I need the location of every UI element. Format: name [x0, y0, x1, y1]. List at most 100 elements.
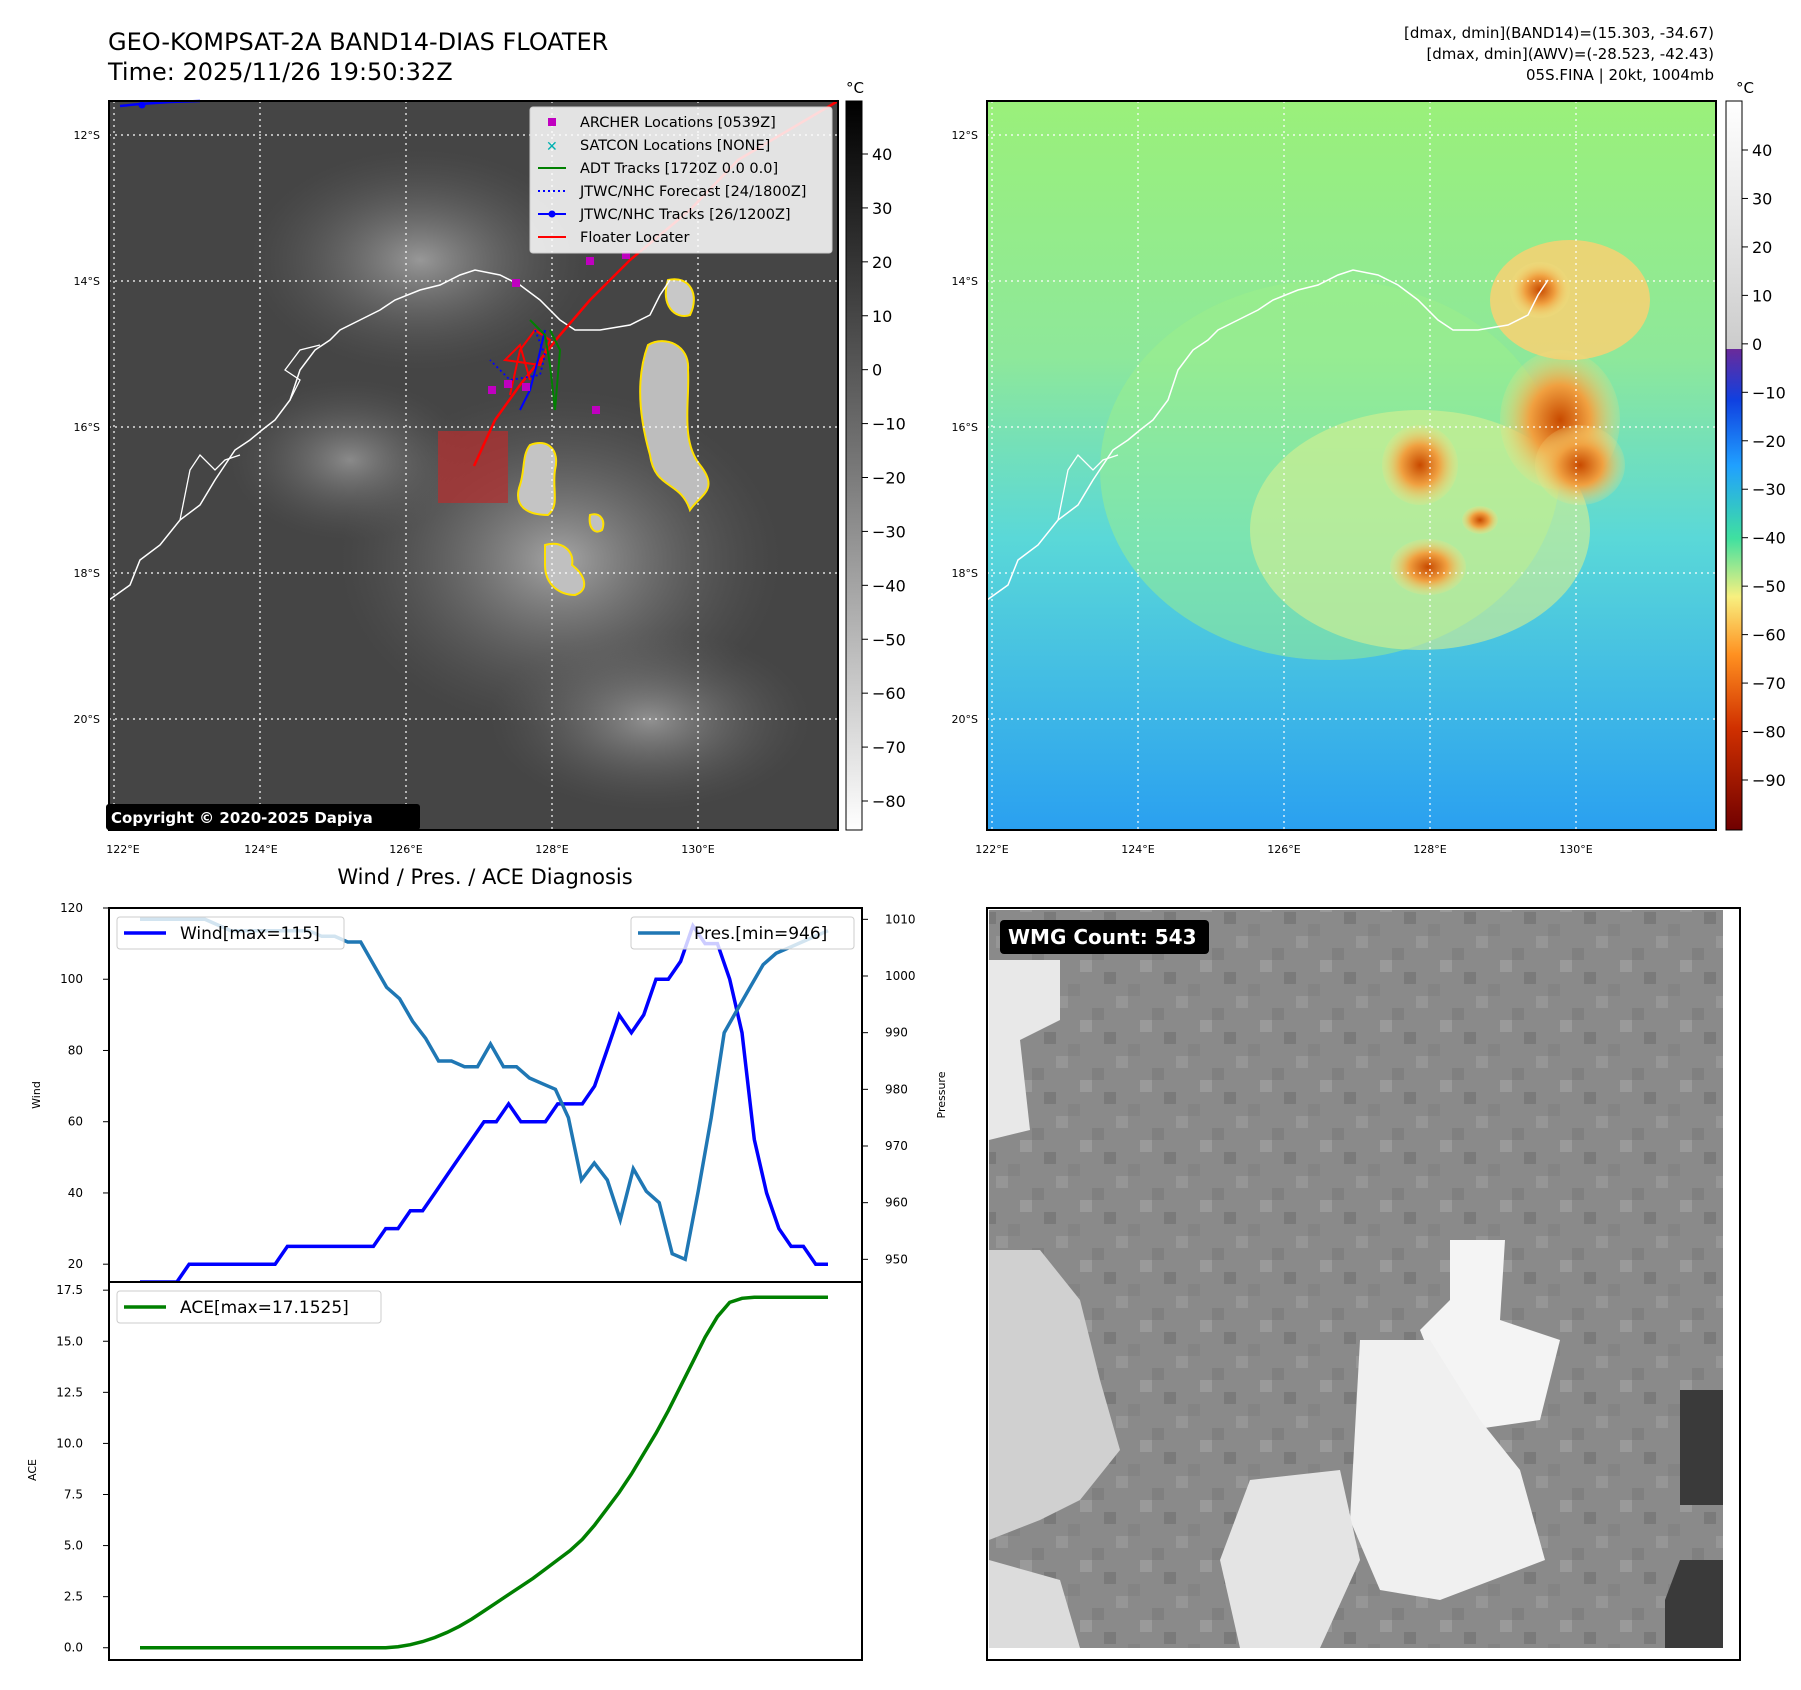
ir-convective-core: [588, 513, 605, 533]
lat-label: 12°S: [74, 129, 100, 142]
color-coastline: [1057, 453, 1119, 521]
ace-plot-frame: [108, 1281, 863, 1661]
wind-legend-label: Wind[max=115]: [180, 924, 320, 944]
legend-archer-marker: [548, 118, 556, 126]
adt-track: [529, 319, 562, 411]
lat-label: 12°S: [952, 129, 978, 142]
wind-tick-label: 100: [60, 972, 83, 986]
archer-marker: [504, 380, 512, 388]
lon-label: 122°E: [975, 843, 1008, 856]
gray-colorbar-tick-label: −30: [872, 522, 906, 541]
color-colorbar-tick-label: −90: [1752, 771, 1786, 790]
pressure-legend-label: Pres.[min=946]: [694, 924, 827, 944]
gray-colorbar-tick-label: 0: [872, 361, 882, 380]
color-colorbar: [1725, 100, 1743, 831]
color-gridlines: [987, 101, 1716, 830]
floater-locater-track: [502, 328, 552, 396]
diagnosis-title: Wind / Pres. / ACE Diagnosis: [337, 865, 632, 889]
gray-colorbar-tick-label: −60: [872, 684, 906, 703]
wind-tick-label: 60: [68, 1115, 83, 1129]
wind-axis-label: Wind: [30, 1081, 43, 1109]
color-colorbar-tick-label: −70: [1752, 674, 1786, 693]
color-colorbar-tick-label: 40: [1752, 141, 1772, 160]
wmg-dark-region: [1665, 1560, 1723, 1648]
color-colorbar-tick-label: 0: [1752, 335, 1762, 354]
gray-colorbar-tick-label: 40: [872, 145, 892, 164]
lon-label: 130°E: [1559, 843, 1592, 856]
gray-colorbar-tick-label: −10: [872, 415, 906, 434]
ace-tick-label: 12.5: [56, 1385, 83, 1399]
gray-colorbar-tick-label: −50: [872, 630, 906, 649]
gray-colorbar-tick-label: 30: [872, 199, 892, 218]
lon-label: 122°E: [106, 843, 139, 856]
ace-panel: ACE 0.0 2.5 5.0 7.5 10.0 12.5 15.0 17.5 ACE[max…: [26, 1281, 863, 1661]
wmg-bright-region: [989, 960, 1060, 1140]
lat-label: 18°S: [74, 567, 100, 580]
lat-label: 18°S: [952, 567, 978, 580]
pressure-tick-label: 960: [885, 1196, 908, 1210]
wmg-bright-region: [1220, 1470, 1360, 1648]
wmg-bright-region: [989, 1560, 1080, 1648]
figure-time: Time: 2025/11/26 19:50:32Z: [107, 58, 453, 86]
color-coastline: [986, 269, 1549, 601]
ace-legend: ACE[max=17.1525]: [116, 1290, 382, 1324]
ace-series-line: [140, 1295, 828, 1650]
ir-map-legend: ARCHER Locations [0539Z] ✕ SATCON Locati…: [529, 106, 833, 254]
lon-label: 130°E: [681, 843, 714, 856]
ir-coastline: [179, 453, 241, 521]
pressure-axis-label: Pressure: [935, 1071, 948, 1118]
ir-cloud-area: [250, 150, 590, 370]
color-colorbar-tick-label: −50: [1752, 577, 1786, 596]
gray-colorbar-unit: °C: [846, 79, 864, 97]
figure-title: GEO-KOMPSAT-2A BAND14-DIAS FLOATER: [108, 28, 608, 56]
color-colorbar-tick-label: 10: [1752, 286, 1772, 305]
wind-pressure-panel: Wind / Pres. / ACE Diagnosis Wind Pressu…: [30, 865, 948, 1284]
archer-marker: [586, 257, 594, 265]
gray-colorbar: [845, 100, 863, 831]
color-colorbar-tick-label: 20: [1752, 238, 1772, 257]
archer-marker: [592, 406, 600, 414]
ir-cloud-area: [230, 380, 470, 540]
ace-tick-label: 5.0: [64, 1539, 83, 1553]
wind-plot-frame: [108, 907, 863, 1283]
ace-tick-label: 15.0: [56, 1334, 83, 1348]
ir-convective-core: [544, 542, 586, 597]
floater-box: [438, 431, 508, 503]
color-colorbar-tick-label: 30: [1752, 189, 1772, 208]
lon-label: 124°E: [244, 843, 277, 856]
pressure-tick-label: 1000: [885, 969, 916, 983]
color-colorbar-tick-label: −20: [1752, 432, 1786, 451]
color-colorbar-tick-label: −40: [1752, 529, 1786, 548]
ace-tick-label: 2.5: [64, 1590, 83, 1604]
jtwc-track-point: [138, 101, 146, 109]
archer-marker: [488, 386, 496, 394]
pressure-legend: Pres.[min=946]: [630, 916, 855, 950]
ace-axis-label: ACE: [26, 1459, 39, 1481]
ir-map-frame: [108, 100, 839, 831]
wmg-image: [989, 910, 1723, 1648]
storm-core: [1390, 539, 1466, 595]
lon-label: 126°E: [389, 843, 422, 856]
wmg-bright-region: [1350, 1340, 1545, 1600]
legend-forecast-label: JTWC/NHC Forecast [24/1800Z]: [579, 184, 806, 200]
legend-tracks-dot: [548, 210, 556, 218]
ir-cloud-area: [490, 630, 810, 810]
lat-label: 20°S: [952, 713, 978, 726]
pressure-tick-label: 990: [885, 1026, 908, 1040]
lat-label: 14°S: [952, 275, 978, 288]
info-storm: 05S.FINA | 20kt, 1004mb: [1526, 66, 1714, 84]
pressure-tick-label: 980: [885, 1082, 908, 1096]
color-colorbar-tick-label: −60: [1752, 626, 1786, 645]
wind-legend: Wind[max=115]: [116, 916, 345, 950]
storm-core: [1382, 425, 1458, 505]
wmg-count-label: WMG Count: 543: [1008, 925, 1197, 949]
storm-core: [1535, 425, 1625, 505]
wmg-panel: WMG Count: 543: [986, 907, 1741, 1661]
legend-adt-label: ADT Tracks [1720Z 0.0 0.0]: [580, 161, 778, 177]
pressure-tick-label: 970: [885, 1139, 908, 1153]
wmg-dark-region: [1680, 1390, 1723, 1505]
legend-archer-label: ARCHER Locations [0539Z]: [580, 115, 776, 131]
info-awv: [dmax, dmin](AWV)=(-28.523, -42.43): [1426, 45, 1714, 63]
wind-tick-label: 40: [68, 1186, 83, 1200]
